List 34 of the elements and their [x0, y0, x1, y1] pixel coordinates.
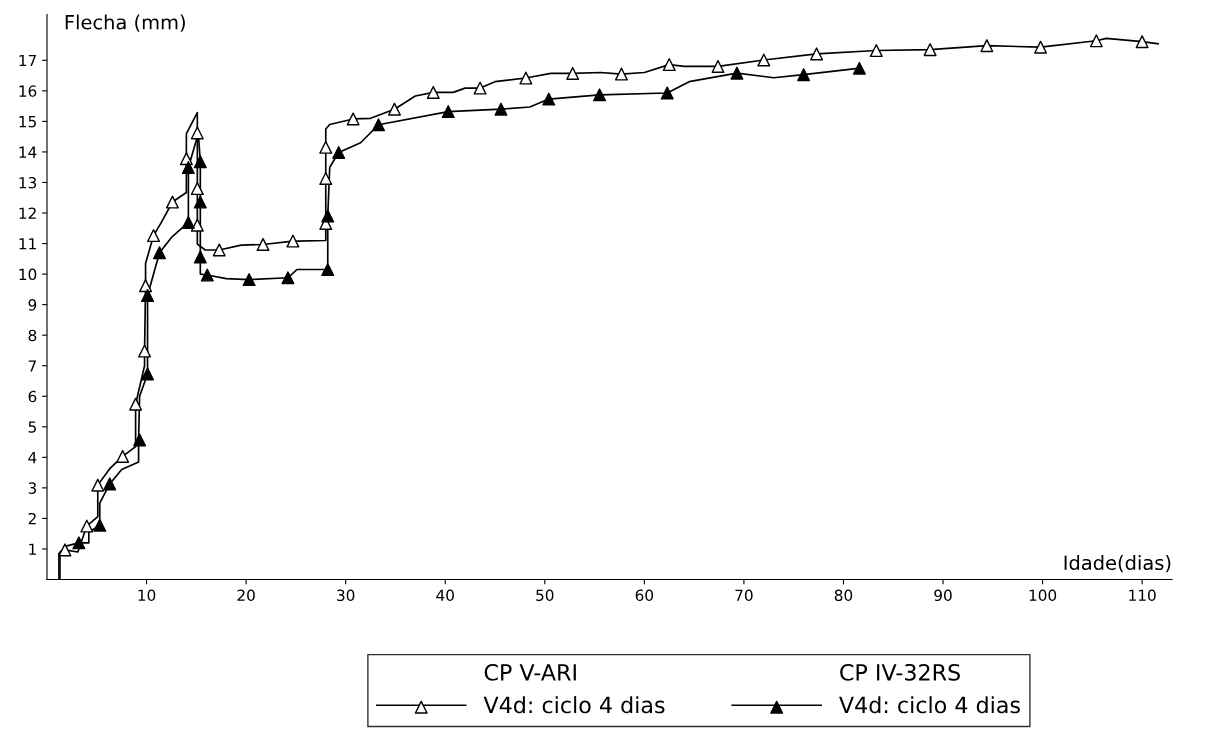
- y-tick-label: 13: [19, 176, 37, 189]
- y-tick-label: 4: [28, 452, 37, 464]
- x-tick-label: 10: [138, 589, 156, 602]
- y-axis-title: Flecha (mm): [65, 14, 185, 32]
- text: CP IV-32RS: [840, 663, 960, 681]
- y-tick-label: 10: [19, 268, 37, 281]
- y-tick-label: 16: [19, 85, 37, 97]
- y-tick-label: 6: [28, 390, 37, 403]
- y-tick-label: 1: [29, 543, 36, 555]
- x-tick-label: 70: [735, 589, 753, 602]
- legend-label: V4d: ciclo 4 dias: [839, 696, 1020, 714]
- y-tick-label: 3: [28, 482, 37, 494]
- y-tick-label: 11: [19, 238, 36, 250]
- x-tick-label: 60: [635, 589, 654, 602]
- y-tick-label: 17: [19, 54, 36, 67]
- text: CP V-ARI: [484, 663, 576, 681]
- legend-label: V4d: ciclo 4 dias: [483, 696, 665, 714]
- x-tick-label: 80: [834, 589, 853, 602]
- x-tick-label: 90: [934, 589, 952, 602]
- x-axis-title: Idade(dias): [1064, 555, 1171, 573]
- x-tick-label: 40: [436, 589, 454, 602]
- y-tick-label: 5: [28, 421, 36, 433]
- x-tick-label: 110: [1129, 589, 1156, 602]
- y-tick-label: 7: [28, 360, 36, 372]
- x-tick-label: 30: [337, 589, 355, 602]
- x-tick-label: 20: [237, 589, 255, 602]
- y-tick-label: 2: [28, 512, 36, 525]
- y-tick-label: 8: [28, 329, 37, 342]
- x-tick-label: 50: [536, 589, 554, 602]
- y-tick-label: 9: [28, 299, 37, 311]
- x-tick-label: 100: [1029, 589, 1057, 602]
- y-tick-label: 15: [19, 116, 36, 128]
- y-tick-label: 12: [19, 207, 36, 219]
- y-tick-label: 14: [19, 146, 37, 158]
